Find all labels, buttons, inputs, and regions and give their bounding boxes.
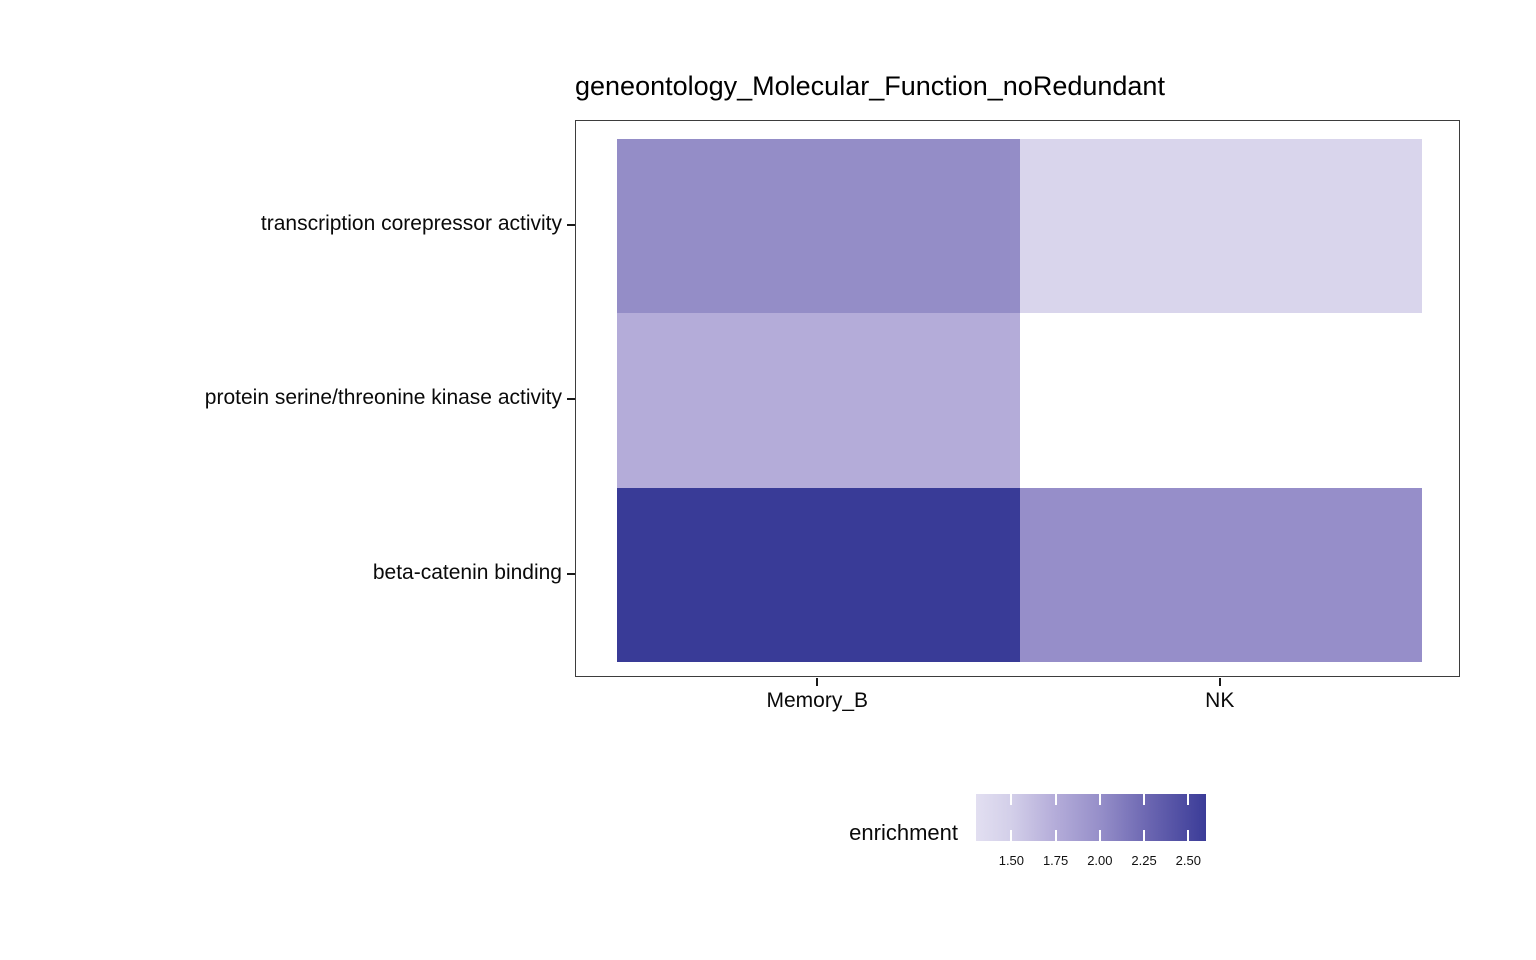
legend-colorbar-tick	[1098, 794, 1101, 805]
legend-tick-label: 2.50	[1175, 853, 1201, 868]
heatmap-panel	[575, 120, 1460, 677]
legend-tick-label: 2.00	[1087, 853, 1113, 868]
legend-colorbar-tick	[1143, 830, 1146, 841]
legend-tick-label: 2.25	[1131, 853, 1157, 868]
x-axis-label: Memory_B	[766, 689, 869, 712]
heatmap-cell	[1019, 139, 1422, 314]
y-axis-label: beta-catenin binding	[372, 560, 562, 584]
legend-colorbar-tick	[1143, 794, 1146, 805]
legend-colorbar	[976, 794, 1206, 841]
legend-colorbar-tick	[1098, 830, 1101, 841]
heatmap-cell	[617, 487, 1020, 662]
heatmap-cell	[617, 313, 1020, 488]
y-axis-label: transcription corepressor activity	[260, 212, 562, 236]
legend-colorbar-tick	[1187, 830, 1190, 841]
heatmap-cell	[1019, 487, 1422, 662]
chart-title: geneontology_Molecular_Function_noRedund…	[575, 71, 1165, 101]
y-axis-tick	[567, 398, 575, 401]
legend-colorbar-tick	[1010, 794, 1013, 805]
legend-colorbar-tick	[1187, 794, 1190, 805]
x-axis-label: NK	[1205, 689, 1235, 712]
heatmap-cell	[617, 139, 1020, 314]
legend-colorbar-tick	[1054, 830, 1057, 841]
y-axis-tick	[567, 224, 575, 227]
x-axis-tick	[816, 678, 819, 686]
legend-title: enrichment	[849, 820, 958, 845]
y-axis-tick	[567, 572, 575, 575]
legend-tick-label: 1.75	[1042, 853, 1069, 868]
x-axis-tick	[1218, 678, 1221, 686]
legend-colorbar-tick	[1054, 794, 1057, 805]
legend-colorbar-tick	[1010, 830, 1013, 841]
legend-tick-label: 1.50	[998, 853, 1025, 868]
y-axis-label: protein serine/threonine kinase activity	[204, 386, 562, 410]
